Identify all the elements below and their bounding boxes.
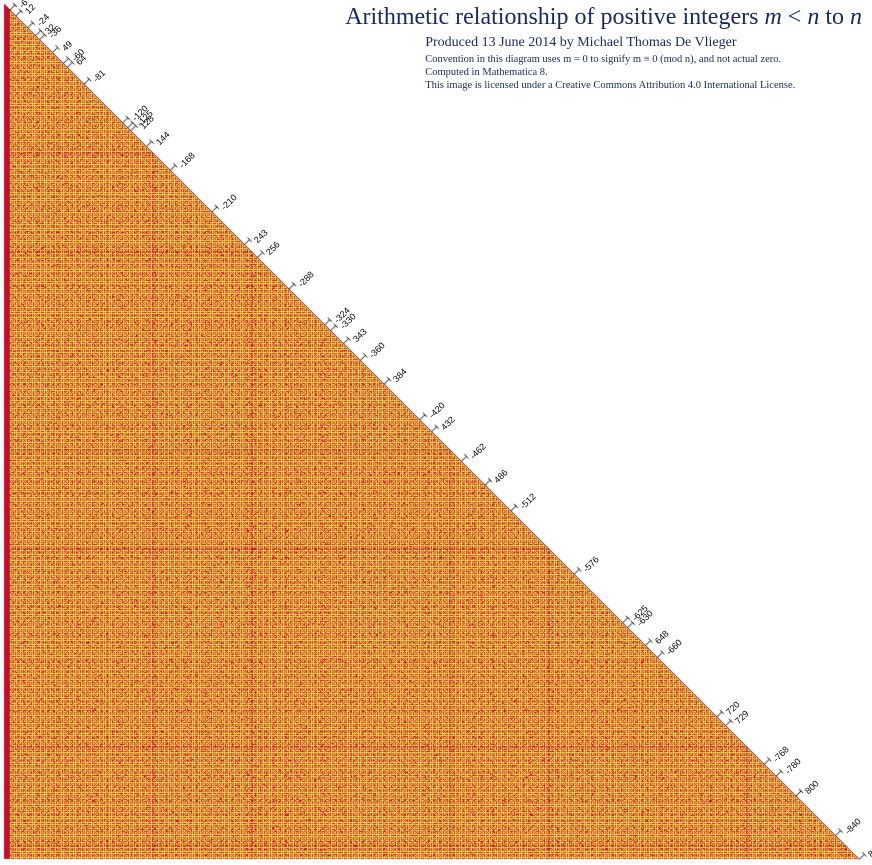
main-title: Arithmetic relationship of positive inte… <box>345 4 862 31</box>
title-n2: n <box>850 4 862 30</box>
title-n1: n <box>807 4 819 30</box>
meta-line-1: Computed in Mathematica 8. <box>425 66 862 79</box>
title-m: m <box>764 4 781 30</box>
meta-line-2: This image is licensed under a Creative … <box>425 79 862 92</box>
title-lt: < <box>782 4 808 30</box>
title-block: Arithmetic relationship of positive inte… <box>345 4 862 92</box>
title-pre: Arithmetic relationship of positive inte… <box>345 4 764 30</box>
meta-line-0: Convention in this diagram uses m = 0 to… <box>425 53 862 66</box>
relationship-triangle-plot <box>0 0 872 865</box>
subtitle: Produced 13 June 2014 by Michael Thomas … <box>425 35 862 51</box>
title-to: to <box>819 4 850 30</box>
